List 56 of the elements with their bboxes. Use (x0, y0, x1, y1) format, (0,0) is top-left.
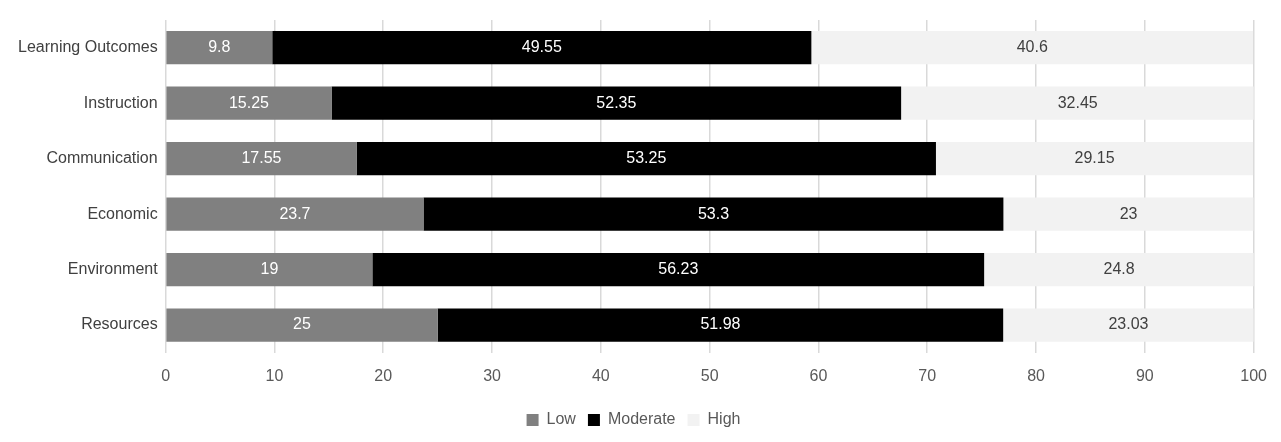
bar (356, 142, 936, 176)
bar (331, 86, 902, 120)
bar (166, 86, 332, 120)
x-tick-label: 30 (483, 366, 502, 384)
bar (166, 308, 438, 342)
bar (166, 142, 357, 176)
bar (811, 31, 1254, 65)
bar (166, 197, 424, 231)
data-label: 56.23 (658, 260, 699, 278)
x-tick-label: 0 (161, 366, 171, 384)
bar (901, 86, 1254, 120)
data-label: 24.8 (1103, 260, 1135, 278)
bar (1003, 308, 1254, 342)
legend-label: High (707, 410, 741, 428)
data-label: 52.35 (596, 93, 637, 111)
x-tick-label: 10 (265, 366, 284, 384)
data-label: 9.8 (208, 38, 231, 56)
data-label: 40.6 (1016, 38, 1048, 56)
data-label: 51.98 (700, 315, 741, 333)
y-tick-label: Resources (81, 315, 158, 333)
bar (166, 31, 273, 65)
y-tick-label: Environment (67, 260, 159, 278)
data-label: 23 (1119, 204, 1138, 222)
x-tick-label: 50 (700, 366, 719, 384)
data-label: 19 (260, 260, 279, 278)
x-tick-label: 90 (1135, 366, 1154, 384)
bar (272, 31, 812, 65)
bar (1003, 197, 1254, 231)
data-label: 25 (293, 315, 312, 333)
data-label: 23.7 (279, 204, 311, 222)
data-label: 53.3 (697, 204, 730, 222)
x-tick-label: 80 (1027, 366, 1046, 384)
data-label: 53.25 (626, 149, 667, 167)
x-tick-label: 60 (809, 366, 828, 384)
bar (372, 252, 985, 287)
x-tick-label: 70 (918, 366, 937, 384)
data-label: 15.25 (228, 93, 270, 111)
x-tick-label: 20 (374, 366, 393, 384)
legend-label: Low (546, 410, 577, 428)
data-label: 17.55 (241, 149, 282, 167)
y-tick-label: Learning Outcomes (17, 38, 158, 56)
x-tick-label: 100 (1240, 366, 1268, 384)
bar (166, 252, 373, 287)
bar (984, 252, 1254, 287)
bar (935, 142, 1254, 176)
data-label: 23.03 (1108, 315, 1149, 333)
legend-label: Moderate (607, 410, 676, 428)
bar (423, 197, 1004, 231)
data-label: 49.55 (521, 38, 562, 56)
data-label: 32.45 (1057, 93, 1098, 111)
data-label: 29.15 (1074, 149, 1115, 167)
y-tick-label: Instruction (83, 93, 158, 111)
bar (437, 308, 1004, 342)
y-tick-label: Communication (46, 149, 158, 167)
y-tick-label: Economic (87, 204, 158, 222)
x-tick-label: 40 (591, 366, 610, 384)
